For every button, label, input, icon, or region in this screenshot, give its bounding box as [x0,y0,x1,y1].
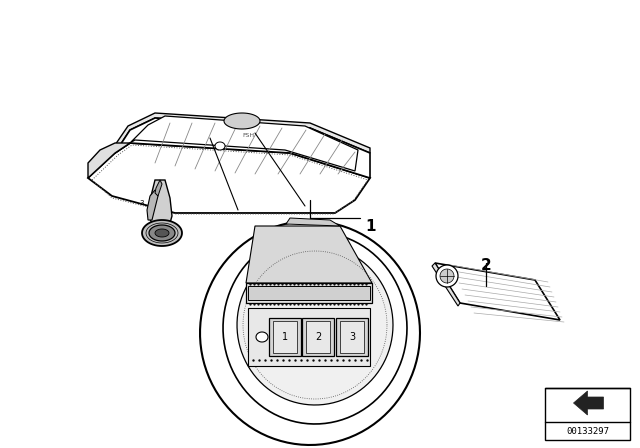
Polygon shape [440,269,454,283]
Polygon shape [302,318,334,356]
Polygon shape [246,226,372,283]
Text: 1: 1 [365,219,376,233]
Polygon shape [237,245,393,405]
Polygon shape [306,321,330,353]
Polygon shape [148,180,172,226]
Polygon shape [269,318,301,356]
Polygon shape [88,143,130,178]
Polygon shape [435,263,560,320]
Polygon shape [147,190,158,220]
Polygon shape [223,232,407,424]
Polygon shape [340,321,364,353]
Text: 3: 3 [140,200,144,206]
Polygon shape [142,220,182,246]
Polygon shape [248,308,370,366]
Polygon shape [224,113,260,129]
Polygon shape [432,263,460,306]
Text: FSH: FSH [242,133,254,138]
Polygon shape [273,321,297,353]
Polygon shape [115,118,370,178]
Text: 00133297: 00133297 [566,426,609,435]
Polygon shape [149,225,175,241]
Polygon shape [336,318,368,356]
Polygon shape [113,113,370,153]
Text: 2: 2 [481,258,492,273]
Polygon shape [256,332,268,342]
Polygon shape [248,286,370,300]
Polygon shape [130,116,358,171]
Polygon shape [88,143,370,213]
Polygon shape [155,229,169,237]
Polygon shape [573,391,604,415]
Polygon shape [246,283,372,303]
Text: 2: 2 [315,332,321,342]
Text: 3: 3 [349,332,355,342]
Polygon shape [215,142,225,150]
Text: 1: 1 [282,332,288,342]
Polygon shape [200,221,420,445]
Polygon shape [436,265,458,287]
Polygon shape [286,218,340,226]
Bar [545,388,630,440]
Polygon shape [155,180,162,196]
